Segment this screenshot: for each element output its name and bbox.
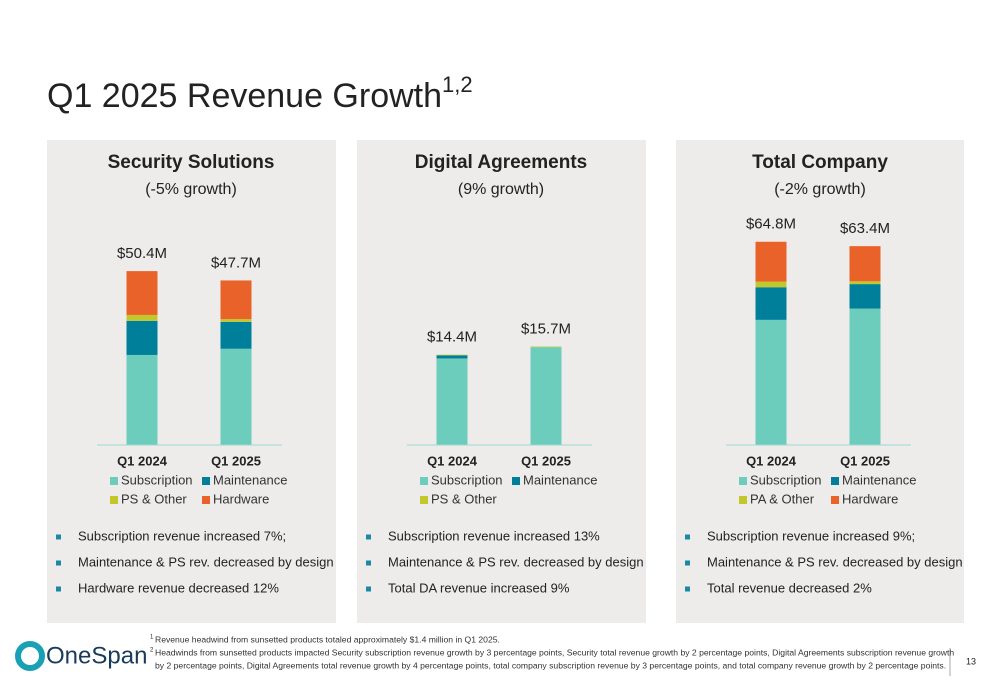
bullet [366,534,371,540]
page-number: 13 [966,656,976,666]
bar-segment [530,347,562,445]
bar-segment [126,354,158,445]
legend-swatch [739,496,747,504]
bullet [56,586,61,592]
chart-subtitle: (9% growth) [458,181,544,198]
bar-segment [755,241,787,282]
bullet [685,560,690,566]
bar-segment [220,319,252,322]
bar-segment [436,355,468,359]
legend-swatch [739,477,747,485]
bar-segment [849,284,881,309]
total-label: $50.4M [117,245,167,262]
legend-label: Hardware [213,491,269,506]
logo-mark [15,641,45,671]
legend-label: Subscription [431,472,503,487]
category-label: Q1 2025 [521,453,571,468]
bar-segment [755,287,787,320]
legend-label: PA & Other [750,491,815,506]
legend-label: Maintenance [842,472,916,487]
note: Maintenance & PS rev. decreased by desig… [707,554,963,569]
panel [47,140,336,623]
bullet [56,534,61,540]
legend-label: PS & Other [431,491,497,506]
bullet [366,560,371,566]
footnote-marker: 2 [150,648,154,654]
legend-swatch [512,477,520,485]
bar-segment [126,271,158,315]
footnote: by 2 percentage points, Digital Agreemen… [155,660,946,670]
legend-swatch [110,477,118,485]
title-text: Q1 2025 Revenue Growth [47,77,442,115]
panel [676,140,964,623]
total-label: $47.7M [211,254,261,271]
bar-segment [755,319,787,445]
bar-segment [530,346,562,348]
note: Subscription revenue increased 13% [388,528,600,543]
bar-segment [849,281,881,285]
bar-segment [126,314,158,321]
category-label: Q1 2024 [117,453,168,468]
note: Maintenance & PS rev. decreased by desig… [78,554,334,569]
footnote: Revenue headwind from sunsetted products… [155,634,500,644]
category-label: Q1 2025 [211,453,261,468]
chart-subtitle: (-5% growth) [145,181,237,198]
title-superscript: 1,2 [442,72,473,97]
panel [357,140,646,623]
legend-swatch [202,477,210,485]
legend-swatch [110,496,118,504]
legend-swatch [420,496,428,504]
slide-title: Q1 2025 Revenue Growth1,2 [47,72,473,115]
legend-label: Maintenance [213,472,287,487]
bar-segment [755,281,787,288]
total-label: $14.4M [427,329,477,346]
note: Total revenue decreased 2% [707,580,872,595]
bar-segment [220,321,252,349]
bullet [685,534,690,540]
legend-label: Hardware [842,491,898,506]
legend-swatch [202,496,210,504]
bullet [366,586,371,592]
chart-title: Digital Agreements [415,152,587,173]
legend-label: Subscription [750,472,822,487]
chart-title: Security Solutions [108,152,275,173]
bar-segment [126,320,158,355]
footnote-marker: 1 [150,635,154,641]
total-label: $64.8M [746,216,796,233]
bullet [56,560,61,566]
bar-segment [436,354,468,356]
legend-label: PS & Other [121,491,187,506]
logo-text: OneSpan [46,642,147,669]
note: Subscription revenue increased 7%; [78,528,286,543]
legend-swatch [420,477,428,485]
category-label: Q1 2024 [746,453,797,468]
note: Subscription revenue increased 9%; [707,528,915,543]
chart-subtitle: (-2% growth) [774,181,866,198]
bullet [685,586,690,592]
bar-segment [220,280,252,320]
category-label: Q1 2024 [427,453,478,468]
category-label: Q1 2025 [840,453,890,468]
note: Hardware revenue decreased 12% [78,580,279,595]
bar-segment [849,308,881,445]
chart-title: Total Company [752,152,888,173]
bar-segment [220,348,252,445]
bar-segment [436,358,468,445]
note: Maintenance & PS rev. decreased by desig… [388,554,644,569]
legend-swatch [831,496,839,504]
legend-label: Maintenance [523,472,597,487]
note: Total DA revenue increased 9% [388,580,570,595]
total-label: $15.7M [521,320,571,337]
footnote: Headwinds from sunsetted products impact… [155,647,954,657]
legend-label: Subscription [121,472,193,487]
bar-segment [849,246,881,282]
total-label: $63.4M [840,220,890,237]
legend-swatch [831,477,839,485]
